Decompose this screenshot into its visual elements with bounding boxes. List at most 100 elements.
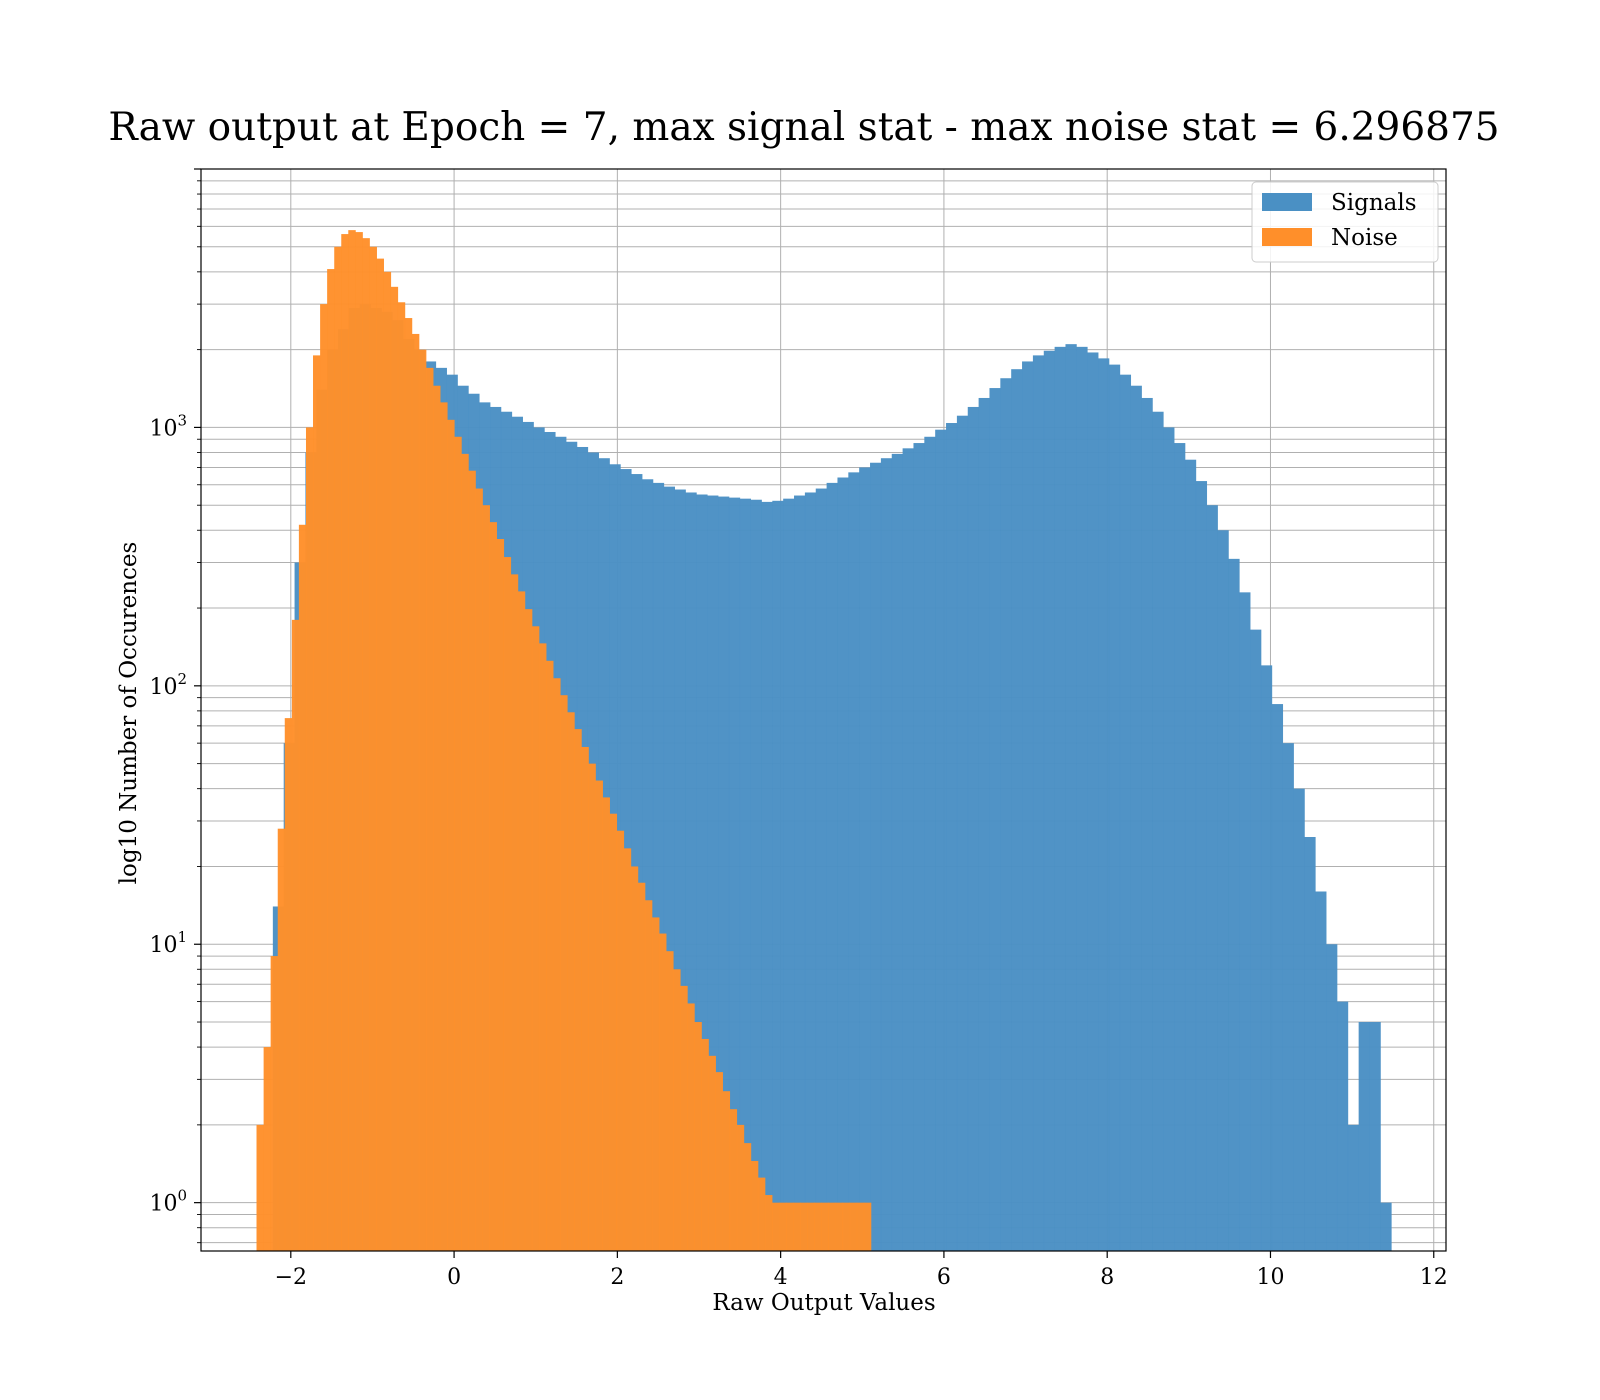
bar-noise bbox=[786, 1202, 794, 1251]
bar-noise bbox=[835, 1202, 844, 1251]
bar-signals bbox=[631, 474, 643, 1251]
bar-noise bbox=[369, 246, 377, 1252]
legend-label-signals: Signals bbox=[1331, 190, 1417, 216]
bar-noise bbox=[510, 574, 519, 1251]
bar-signals bbox=[1032, 355, 1045, 1251]
bar-signals bbox=[1250, 629, 1262, 1251]
bar-signals bbox=[859, 467, 871, 1251]
bar-signals bbox=[913, 443, 925, 1251]
bar-noise bbox=[588, 763, 596, 1251]
x-tick-label: 2 bbox=[610, 1265, 624, 1290]
bar-signals bbox=[1141, 397, 1153, 1251]
bar-noise bbox=[828, 1202, 836, 1251]
bar-noise bbox=[531, 626, 540, 1251]
legend-swatch-signals bbox=[1262, 193, 1312, 211]
bar-signals bbox=[1195, 481, 1208, 1251]
bar-signals bbox=[1119, 374, 1132, 1251]
bar-signals bbox=[1347, 1124, 1360, 1251]
bar-noise bbox=[355, 232, 363, 1251]
bar-signals bbox=[815, 488, 828, 1251]
bar-signals bbox=[1206, 505, 1218, 1251]
bar-noise bbox=[581, 746, 589, 1251]
bar-noise bbox=[658, 933, 667, 1251]
bar-noise bbox=[277, 828, 286, 1251]
x-tick-label: 10 bbox=[1256, 1265, 1284, 1290]
bar-noise bbox=[736, 1124, 745, 1251]
bar-noise bbox=[284, 718, 293, 1251]
bar-noise bbox=[694, 1022, 702, 1251]
bar-noise bbox=[538, 643, 547, 1251]
axis-ticks: −2 0 2 4 6 8 10 12 100 101 102 103 bbox=[149, 168, 1448, 1290]
bar-noise bbox=[320, 304, 328, 1251]
bar-signals bbox=[1130, 385, 1142, 1252]
bar-signals bbox=[652, 482, 665, 1252]
bar-noise bbox=[313, 355, 321, 1251]
bar-noise bbox=[425, 367, 434, 1251]
bar-noise bbox=[743, 1143, 752, 1251]
x-tick-label: −2 bbox=[275, 1265, 307, 1290]
bar-noise bbox=[546, 660, 554, 1251]
bar-noise bbox=[771, 1202, 780, 1251]
bar-signals bbox=[1282, 743, 1294, 1251]
bar-noise bbox=[341, 234, 349, 1251]
y-tick-label: 103 bbox=[149, 411, 187, 441]
bar-signals bbox=[1326, 944, 1338, 1251]
bar-signals bbox=[674, 489, 686, 1251]
bar-signals bbox=[1304, 837, 1316, 1251]
bar-noise bbox=[609, 813, 618, 1251]
x-tick-label: 6 bbox=[937, 1265, 951, 1290]
bar-noise bbox=[404, 318, 413, 1251]
bar-signals bbox=[1108, 364, 1121, 1251]
y-tick-label: 102 bbox=[149, 670, 187, 700]
bar-noise bbox=[644, 900, 653, 1251]
bar-noise bbox=[673, 969, 681, 1251]
bar-noise bbox=[440, 402, 448, 1251]
bar-signals bbox=[718, 496, 730, 1251]
bar-noise bbox=[637, 882, 646, 1251]
bar-noise bbox=[687, 1003, 695, 1251]
bar-noise bbox=[489, 522, 497, 1251]
bar-noise bbox=[362, 238, 370, 1251]
x-tick-label: 0 bbox=[447, 1265, 461, 1290]
bar-noise bbox=[595, 780, 603, 1251]
bar-signals bbox=[1380, 1202, 1392, 1251]
bar-signals bbox=[1239, 592, 1251, 1251]
bar-noise bbox=[757, 1177, 766, 1251]
bar-signals bbox=[837, 477, 849, 1252]
bar-signals bbox=[1271, 704, 1284, 1251]
bar-noise bbox=[764, 1195, 773, 1251]
y-tick-label: 101 bbox=[149, 928, 187, 958]
bar-signals bbox=[750, 499, 762, 1251]
bar-noise bbox=[383, 271, 392, 1251]
bar-signals bbox=[1315, 891, 1327, 1251]
bar-noise bbox=[722, 1091, 731, 1251]
plot-frame bbox=[200, 168, 1447, 1252]
x-tick-label: 12 bbox=[1420, 1265, 1448, 1290]
bar-signals bbox=[1217, 530, 1229, 1251]
bar-signals bbox=[1336, 1001, 1349, 1251]
bar-noise bbox=[291, 619, 300, 1251]
bar-signals bbox=[1358, 1022, 1370, 1251]
bar-signals bbox=[761, 501, 773, 1252]
bar-noise bbox=[800, 1202, 808, 1251]
bar-signals bbox=[804, 492, 817, 1251]
bar-signals bbox=[696, 494, 708, 1251]
bar-noise bbox=[503, 557, 512, 1251]
bar-signals bbox=[642, 479, 654, 1251]
bar-signals bbox=[772, 500, 784, 1252]
bar-signals bbox=[1098, 358, 1110, 1251]
bar-noise bbox=[496, 538, 505, 1251]
bar-noise bbox=[517, 591, 526, 1251]
bar-signals bbox=[1260, 665, 1273, 1251]
bar-signals bbox=[826, 482, 838, 1252]
bar-noise bbox=[856, 1202, 865, 1251]
bar-noise bbox=[553, 678, 561, 1251]
bar-noise bbox=[602, 797, 610, 1251]
bar-signals bbox=[1152, 411, 1164, 1252]
y-tick-label: 100 bbox=[149, 1187, 187, 1217]
x-tick-label: 4 bbox=[774, 1265, 788, 1290]
bar-signals bbox=[946, 423, 958, 1251]
bar-signals bbox=[1000, 378, 1012, 1252]
bar-signals bbox=[1022, 361, 1034, 1251]
bar-signals bbox=[783, 498, 795, 1251]
